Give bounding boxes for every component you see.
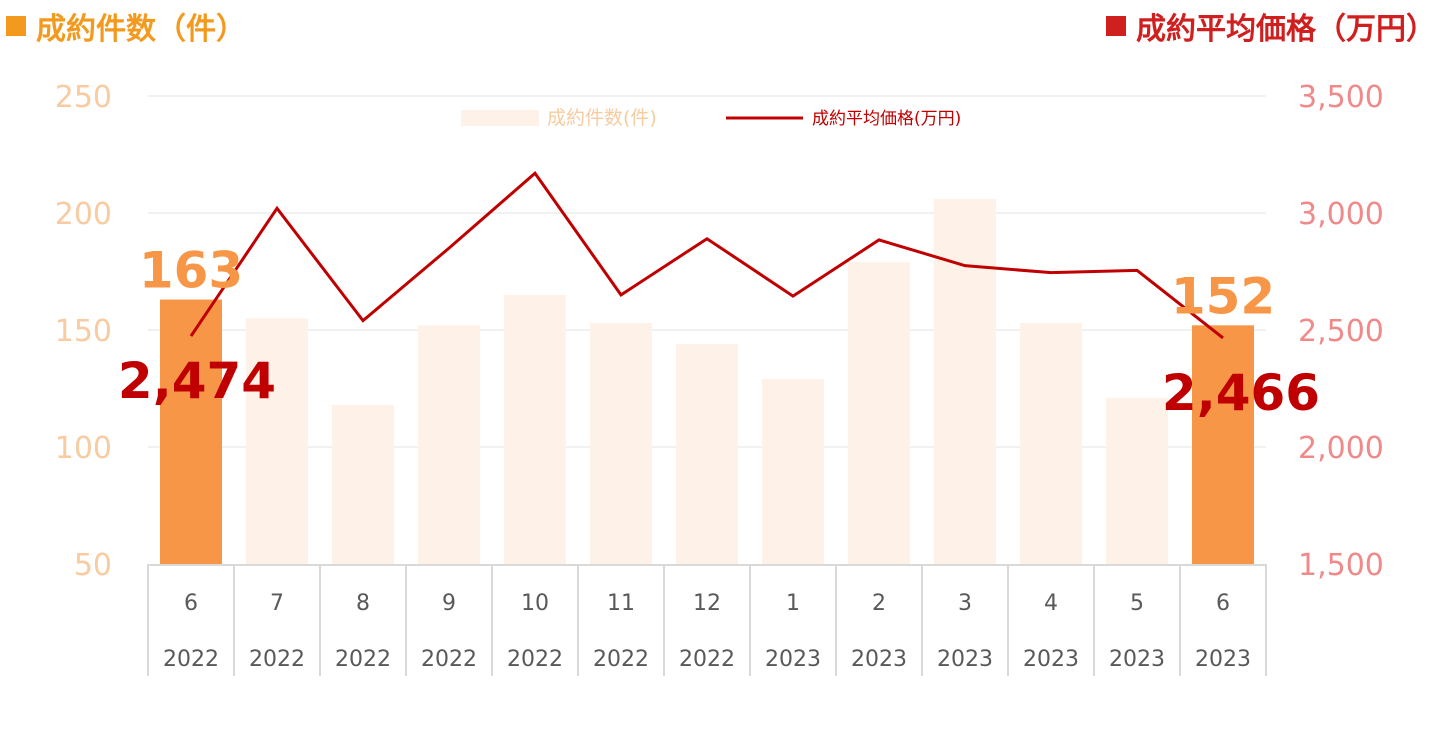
right-axis-ticks: 3,500 3,000 2,500 2,000 1,500	[1298, 80, 1384, 583]
right-tick-label: 1,500	[1298, 548, 1384, 583]
right-tick-label: 3,500	[1298, 80, 1384, 115]
left-tick-label: 150	[55, 314, 112, 349]
bar	[934, 198, 996, 564]
month-label: 11	[607, 591, 635, 616]
right-tick-label: 2,500	[1298, 314, 1384, 349]
category-axis-frame	[147, 564, 1267, 676]
data-labels: 163 152 2,474 2,466	[118, 242, 1320, 422]
bar	[504, 294, 566, 564]
month-label: 8	[356, 591, 370, 616]
left-tick-label: 200	[55, 197, 112, 232]
year-label: 2022	[163, 647, 219, 672]
year-label: 2022	[507, 647, 563, 672]
left-tick-label: 250	[55, 80, 112, 115]
left-axis-header-text: 成約件数（件）	[36, 12, 246, 47]
year-label: 2023	[765, 647, 821, 672]
year-label: 2022	[249, 647, 305, 672]
bar	[676, 344, 738, 564]
left-axis-header: 成約件数（件）	[6, 4, 246, 48]
month-label: 9	[442, 591, 456, 616]
category-axis-labels: 6202272022820229202210202211202212202212…	[163, 591, 1251, 672]
bar	[332, 404, 394, 564]
year-label: 2023	[1195, 647, 1251, 672]
orange-square-icon	[6, 16, 26, 36]
legend: 成約件数(件) 成約平均価格(万円)	[461, 107, 961, 129]
year-label: 2022	[679, 647, 735, 672]
month-label: 4	[1044, 591, 1058, 616]
bar	[762, 379, 824, 564]
bar	[1106, 397, 1168, 564]
year-label: 2023	[851, 647, 907, 672]
right-tick-label: 2,000	[1298, 431, 1384, 466]
month-label: 7	[270, 591, 284, 616]
year-label: 2023	[1109, 647, 1165, 672]
right-tick-label: 3,000	[1298, 197, 1384, 232]
left-axis-ticks: 250 200 150 100 50	[55, 80, 112, 583]
year-label: 2022	[593, 647, 649, 672]
left-tick-label: 50	[74, 548, 112, 583]
line-series	[189, 170, 1224, 340]
year-label: 2022	[421, 647, 477, 672]
year-label: 2023	[937, 647, 993, 672]
bar	[246, 318, 308, 564]
right-axis-header: 成約平均価格（万円）	[1106, 4, 1436, 48]
data-label: 2,466	[1162, 364, 1320, 422]
month-label: 3	[958, 591, 972, 616]
data-label: 152	[1171, 267, 1275, 325]
month-label: 12	[693, 591, 721, 616]
bar	[848, 262, 910, 564]
bar	[1020, 322, 1082, 564]
right-axis-header-text: 成約平均価格（万円）	[1136, 12, 1436, 47]
month-label: 5	[1130, 591, 1144, 616]
bar	[590, 322, 652, 564]
data-label: 163	[139, 242, 243, 300]
legend-line-label: 成約平均価格(万円)	[812, 109, 961, 129]
bar	[418, 325, 480, 564]
month-label: 2	[872, 591, 886, 616]
data-label: 2,474	[118, 352, 276, 410]
bar	[1192, 325, 1254, 564]
left-tick-label: 100	[55, 431, 112, 466]
month-label: 6	[1216, 591, 1230, 616]
month-label: 6	[184, 591, 198, 616]
legend-bar-label: 成約件数(件)	[547, 107, 657, 129]
price-line	[189, 170, 1224, 340]
bar-series	[160, 198, 1254, 564]
month-label: 10	[521, 591, 549, 616]
red-square-icon	[1106, 16, 1126, 36]
legend-bar-swatch	[461, 110, 539, 126]
month-label: 1	[786, 591, 800, 616]
year-label: 2023	[1023, 647, 1079, 672]
year-label: 2022	[335, 647, 391, 672]
bar	[160, 299, 222, 564]
